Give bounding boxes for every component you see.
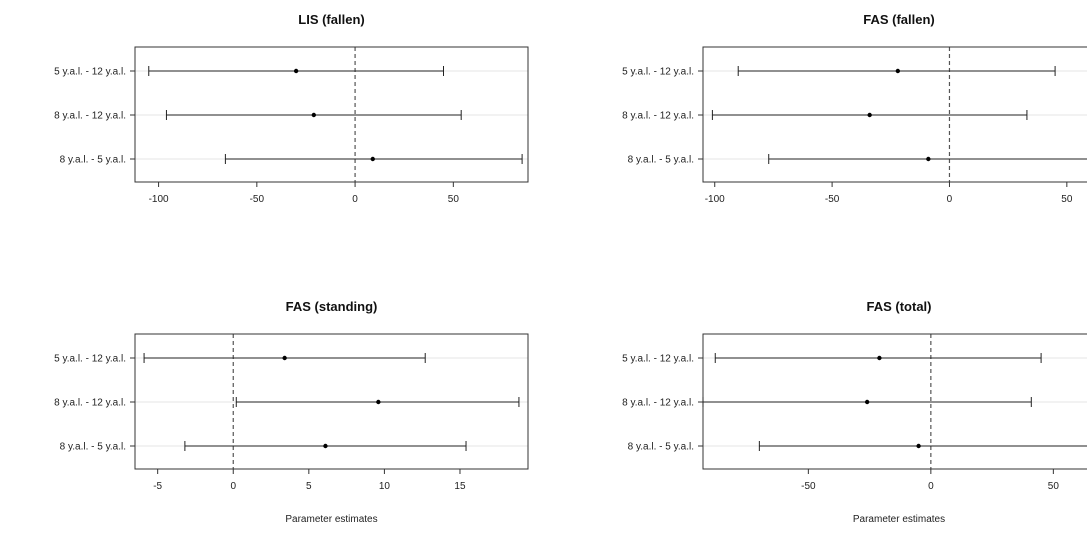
point-estimate bbox=[916, 443, 921, 449]
chart-panel: FAS (fallen) 5 y.a.l. - 12 y.a.l. 8 y.a.l.… bbox=[622, 12, 1087, 205]
chart-panel: LIS (fallen) 5 y.a.l. - 12 y.a.l. 8 y.a.l.… bbox=[54, 12, 529, 205]
x-tick-label: 0 bbox=[352, 194, 358, 205]
x-tick-label: 5 bbox=[306, 481, 312, 492]
x-tick-label: -100 bbox=[149, 194, 169, 205]
x-tick-label: 0 bbox=[928, 481, 934, 492]
row-label: 8 y.a.l. - 5 y.a.l. bbox=[628, 442, 694, 453]
x-tick-label: -50 bbox=[825, 194, 840, 205]
x-tick-label: -5 bbox=[153, 481, 162, 492]
x-axis-label: Parameter estimates bbox=[853, 514, 945, 525]
row-label: 8 y.a.l. - 5 y.a.l. bbox=[60, 155, 126, 166]
panel-title: FAS (total) bbox=[867, 299, 932, 314]
x-tick-label: 50 bbox=[448, 194, 460, 205]
point-estimate bbox=[864, 399, 870, 405]
row-label: 5 y.a.l. - 12 y.a.l. bbox=[54, 354, 126, 365]
x-tick-label: 0 bbox=[230, 481, 236, 492]
point-estimate bbox=[926, 156, 931, 162]
row-label: 5 y.a.l. - 12 y.a.l. bbox=[622, 67, 694, 78]
point-estimate bbox=[282, 355, 287, 361]
point-estimate bbox=[877, 355, 882, 361]
x-axis-label: Parameter estimates bbox=[285, 514, 377, 525]
row-label: 8 y.a.l. - 5 y.a.l. bbox=[60, 442, 126, 453]
panel-title: FAS (standing) bbox=[286, 299, 378, 314]
point-estimate bbox=[867, 112, 872, 118]
point-estimate bbox=[370, 156, 375, 162]
row-label: 8 y.a.l. - 5 y.a.l. bbox=[628, 155, 694, 166]
point-estimate bbox=[895, 68, 901, 74]
row-label: 5 y.a.l. - 12 y.a.l. bbox=[54, 67, 126, 78]
point-estimate bbox=[376, 399, 381, 405]
row-label: 8 y.a.l. - 12 y.a.l. bbox=[54, 111, 126, 122]
chart-panel: FAS (total) 5 y.a.l. - 12 y.a.l. 8 y.a.l. … bbox=[622, 299, 1087, 525]
x-tick-label: -50 bbox=[250, 194, 265, 205]
x-tick-label: 15 bbox=[454, 481, 466, 492]
x-tick-label: -100 bbox=[705, 194, 725, 205]
panel-title: FAS (fallen) bbox=[863, 12, 935, 27]
row-label: 8 y.a.l. - 12 y.a.l. bbox=[54, 398, 126, 409]
chart-panel: FAS (standing) 5 y.a.l. - 12 y.a.l. 8 y.a.… bbox=[54, 299, 529, 525]
panel-title: LIS (fallen) bbox=[298, 12, 364, 27]
x-tick-label: 0 bbox=[947, 194, 953, 205]
x-tick-label: -50 bbox=[801, 481, 816, 492]
point-estimate bbox=[293, 68, 299, 74]
point-estimate bbox=[323, 443, 328, 449]
row-label: 8 y.a.l. - 12 y.a.l. bbox=[622, 111, 694, 122]
row-label: 8 y.a.l. - 12 y.a.l. bbox=[622, 398, 694, 409]
point-estimate bbox=[311, 112, 317, 118]
x-tick-label: 50 bbox=[1061, 194, 1073, 205]
x-tick-label: 50 bbox=[1048, 481, 1060, 492]
row-label: 5 y.a.l. - 12 y.a.l. bbox=[622, 354, 694, 365]
x-tick-label: 10 bbox=[379, 481, 391, 492]
